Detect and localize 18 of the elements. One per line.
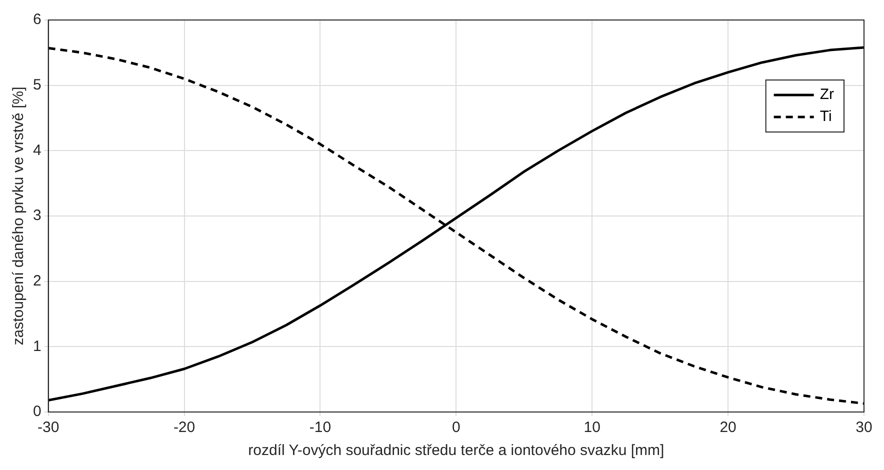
y-tick-label: 4	[33, 142, 42, 159]
x-tick-label: -10	[309, 419, 332, 436]
y-tick-label: 5	[33, 76, 42, 94]
x-tick-label: 30	[856, 419, 872, 436]
y-tick-label: 6	[33, 11, 42, 28]
y-tick-label: 3	[33, 207, 42, 224]
legend-label: Zr	[820, 86, 834, 104]
x-tick-label: 10	[584, 419, 600, 436]
y-tick-label: 0	[33, 403, 42, 420]
x-tick-label: -30	[38, 419, 60, 436]
x-tick-label: -20	[173, 419, 196, 436]
y-tick-label: 2	[33, 272, 42, 290]
x-tick-label: 0	[452, 419, 460, 436]
x-axis-title: rozdíl Y-ových souřadnic středu terče a iontového svazku [mm]	[248, 442, 664, 460]
x-tick-label: 20	[720, 419, 736, 436]
legend-label: Ti	[820, 108, 832, 126]
y-axis-title: zastoupení daného prvku ve vrstvě [%]	[10, 86, 28, 346]
y-tick-label: 1	[33, 338, 42, 355]
